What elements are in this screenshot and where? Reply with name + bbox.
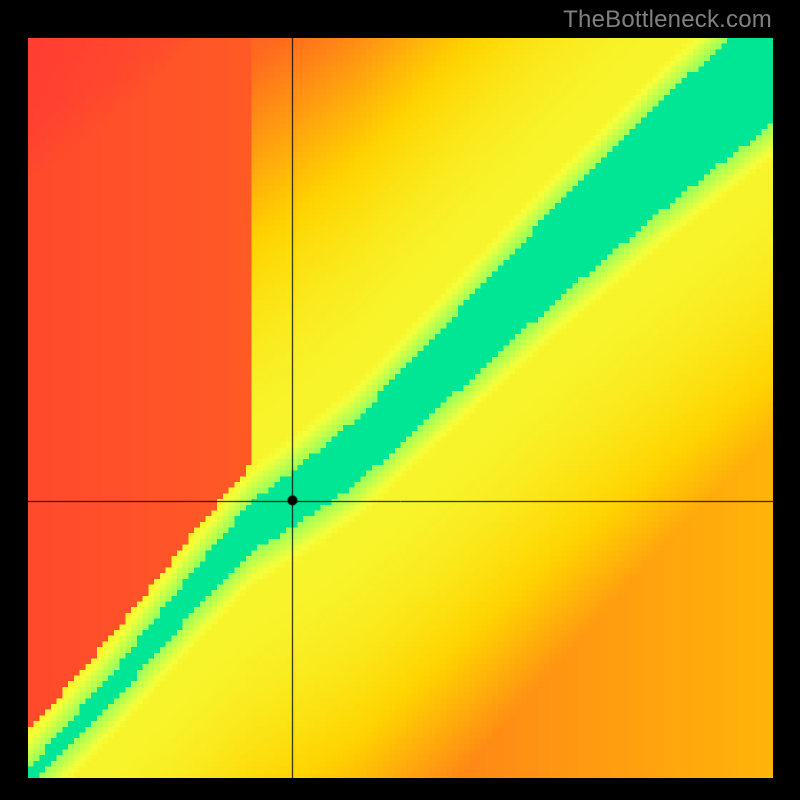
crosshair-overlay bbox=[28, 38, 773, 778]
watermark-label: TheBottleneck.com bbox=[563, 6, 772, 34]
stage: TheBottleneck.com bbox=[0, 0, 800, 800]
